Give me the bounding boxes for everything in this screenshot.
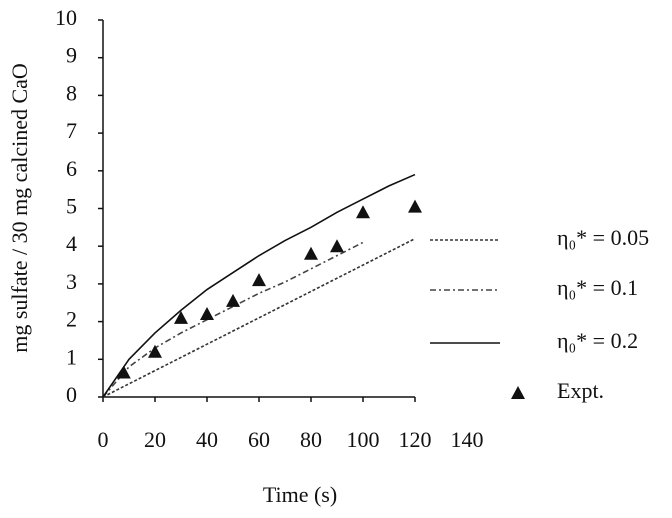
x-tick-label: 40 <box>196 427 218 452</box>
data-point <box>304 246 318 260</box>
legend-label: η₀* = 0.1 <box>557 275 638 300</box>
x-tick-label: 100 <box>347 427 380 452</box>
data-point <box>252 273 266 287</box>
x-tick-label: 140 <box>451 427 484 452</box>
data-point <box>148 344 162 358</box>
data-point <box>174 310 188 324</box>
x-tick-label: 0 <box>98 427 109 452</box>
data-point <box>356 205 370 219</box>
legend-label: η₀* = 0.05 <box>557 225 649 250</box>
y-tick-label: 4 <box>66 231 77 256</box>
legend-label: Expt. <box>557 378 604 403</box>
data-point <box>226 293 240 307</box>
data-point <box>116 365 131 379</box>
data-point <box>408 199 422 213</box>
series-line <box>102 237 416 398</box>
y-tick-label: 2 <box>66 307 77 332</box>
y-tick-label: 10 <box>55 5 77 30</box>
x-tick-label: 120 <box>399 427 432 452</box>
data-point <box>200 307 214 321</box>
y-tick-label: 8 <box>66 80 77 105</box>
y-tick-label: 0 <box>66 382 77 407</box>
y-tick-label: 9 <box>66 43 77 68</box>
x-tick-label: 60 <box>248 427 270 452</box>
data-point <box>330 239 344 253</box>
x-tick-label: 80 <box>300 427 322 452</box>
x-tick-label: 20 <box>144 427 166 452</box>
y-tick-label: 3 <box>66 269 77 294</box>
y-axis-label: mg sulfate / 30 mg calcined CaO <box>7 63 32 353</box>
y-tick-label: 5 <box>66 194 77 219</box>
y-tick-label: 7 <box>66 118 77 143</box>
series-line <box>102 173 416 398</box>
x-axis-label: Time (s) <box>263 482 337 507</box>
legend-marker <box>511 386 525 399</box>
legend-label: η₀* = 0.2 <box>557 328 638 353</box>
series-line <box>102 241 364 398</box>
y-tick-label: 6 <box>66 156 77 181</box>
y-tick-label: 1 <box>66 344 77 369</box>
